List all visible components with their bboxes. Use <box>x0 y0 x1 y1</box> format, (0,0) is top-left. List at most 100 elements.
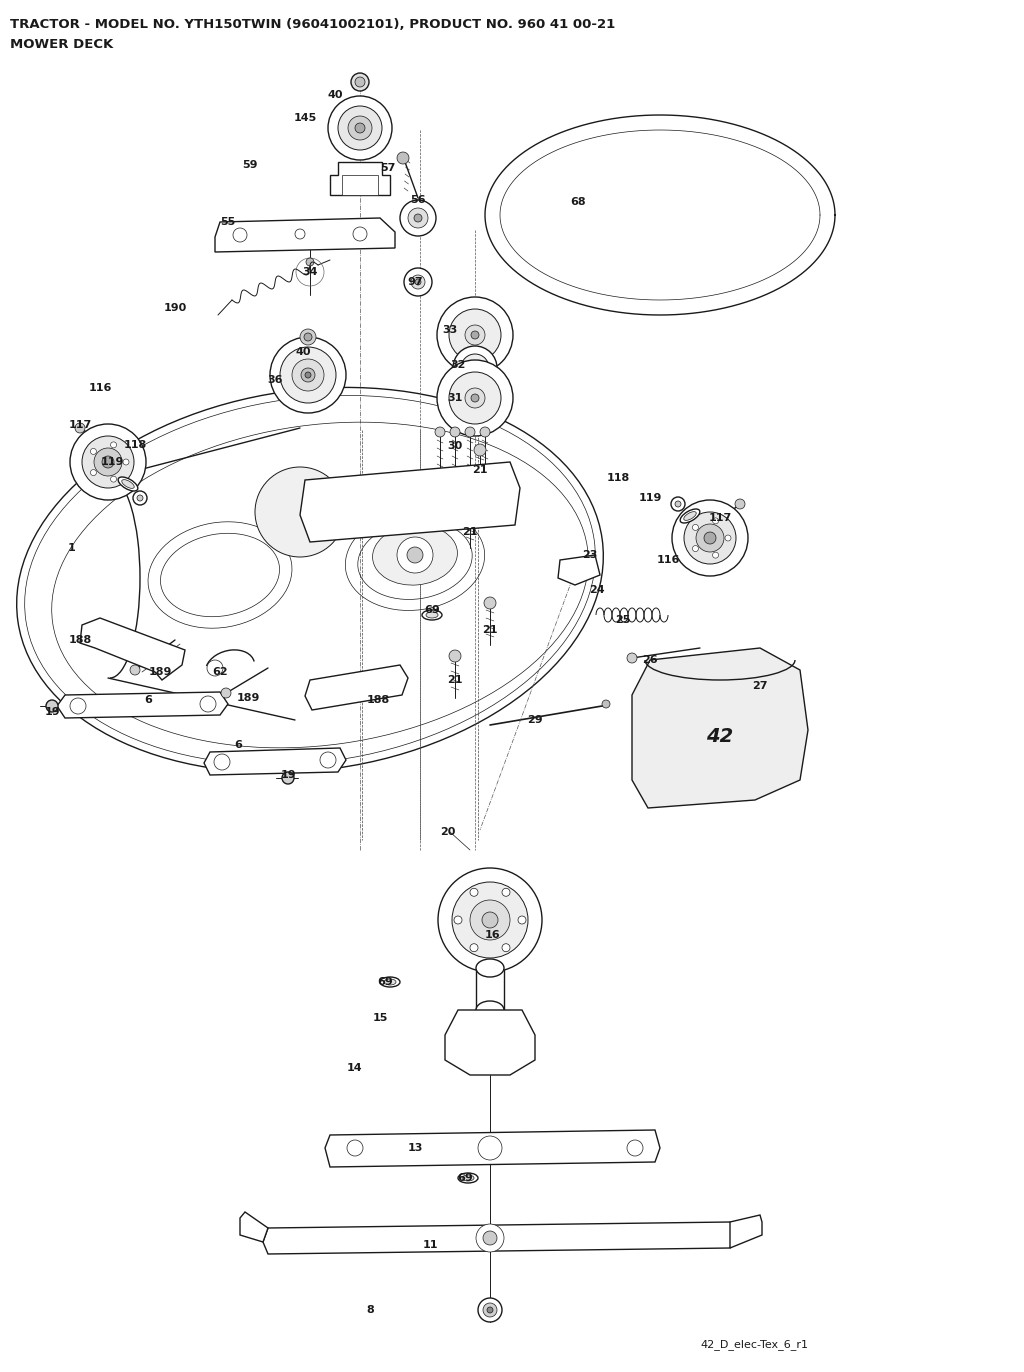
Circle shape <box>355 123 365 133</box>
Text: 6: 6 <box>144 696 152 705</box>
Text: 34: 34 <box>302 268 317 277</box>
Circle shape <box>70 698 86 713</box>
Text: 32: 32 <box>451 359 466 370</box>
Circle shape <box>102 456 114 468</box>
Circle shape <box>400 200 436 236</box>
Text: 57: 57 <box>380 163 395 173</box>
Circle shape <box>304 333 312 342</box>
Text: 31: 31 <box>447 392 463 403</box>
Text: 62: 62 <box>212 667 227 676</box>
Polygon shape <box>305 665 408 709</box>
Text: 1: 1 <box>69 543 76 553</box>
Text: 68: 68 <box>570 198 586 207</box>
Ellipse shape <box>458 1173 478 1183</box>
Ellipse shape <box>476 959 504 977</box>
Circle shape <box>397 152 409 165</box>
Circle shape <box>221 687 231 698</box>
Text: 11: 11 <box>422 1240 437 1250</box>
Circle shape <box>483 1231 497 1244</box>
Text: 59: 59 <box>243 161 258 170</box>
Circle shape <box>471 331 479 339</box>
Text: 23: 23 <box>583 550 598 560</box>
Circle shape <box>300 329 316 344</box>
Circle shape <box>286 498 314 525</box>
Text: 116: 116 <box>88 383 112 392</box>
Circle shape <box>437 296 513 373</box>
Circle shape <box>705 532 716 545</box>
Text: 14: 14 <box>347 1063 362 1073</box>
Text: 15: 15 <box>373 1013 388 1024</box>
Circle shape <box>483 1303 497 1317</box>
Circle shape <box>735 499 745 509</box>
Ellipse shape <box>118 477 138 491</box>
Circle shape <box>487 1308 493 1313</box>
Circle shape <box>449 372 501 424</box>
Circle shape <box>480 427 490 438</box>
Circle shape <box>397 536 433 573</box>
Text: 97: 97 <box>408 277 423 287</box>
Circle shape <box>474 445 486 456</box>
Circle shape <box>75 423 85 434</box>
Circle shape <box>407 547 423 563</box>
Text: 118: 118 <box>123 440 146 450</box>
Circle shape <box>355 77 365 86</box>
Ellipse shape <box>422 611 442 620</box>
Circle shape <box>470 944 478 952</box>
Text: 119: 119 <box>100 457 124 466</box>
Ellipse shape <box>476 1002 504 1019</box>
Circle shape <box>214 755 230 770</box>
Text: 36: 36 <box>267 375 283 386</box>
Circle shape <box>482 912 498 927</box>
Text: 21: 21 <box>447 675 463 685</box>
Circle shape <box>450 427 460 438</box>
Text: 6: 6 <box>234 740 242 750</box>
Text: TRACTOR - MODEL NO. YTH150TWIN (96041002101), PRODUCT NO. 960 41 00-21: TRACTOR - MODEL NO. YTH150TWIN (96041002… <box>10 18 615 32</box>
Polygon shape <box>263 1222 735 1254</box>
Circle shape <box>435 427 445 438</box>
Circle shape <box>280 347 336 403</box>
Circle shape <box>478 1136 502 1159</box>
Circle shape <box>692 524 698 531</box>
Circle shape <box>137 495 143 501</box>
Text: 55: 55 <box>220 217 236 226</box>
Circle shape <box>328 96 392 161</box>
Circle shape <box>82 436 134 488</box>
Circle shape <box>233 228 247 241</box>
Text: 16: 16 <box>484 930 500 940</box>
Circle shape <box>348 117 372 140</box>
Text: 8: 8 <box>367 1305 374 1314</box>
Circle shape <box>200 696 216 712</box>
Circle shape <box>470 888 478 896</box>
Circle shape <box>408 209 428 228</box>
Text: 19: 19 <box>281 770 296 781</box>
Circle shape <box>46 700 58 712</box>
Text: 189: 189 <box>148 667 172 676</box>
Circle shape <box>449 309 501 361</box>
Ellipse shape <box>684 512 696 520</box>
Circle shape <box>602 700 610 708</box>
Circle shape <box>518 916 526 923</box>
Circle shape <box>111 442 117 447</box>
Circle shape <box>470 364 480 373</box>
Circle shape <box>725 535 731 541</box>
Text: 117: 117 <box>69 420 91 429</box>
Polygon shape <box>730 1216 762 1249</box>
Circle shape <box>404 268 432 296</box>
Circle shape <box>438 868 542 971</box>
Text: 69: 69 <box>424 605 440 615</box>
Polygon shape <box>300 462 520 542</box>
Circle shape <box>133 491 147 505</box>
Text: 26: 26 <box>642 654 657 665</box>
Bar <box>342 176 378 195</box>
Polygon shape <box>215 218 395 252</box>
Text: 69: 69 <box>377 977 393 986</box>
Circle shape <box>295 229 305 239</box>
Polygon shape <box>325 1131 660 1168</box>
Circle shape <box>319 752 336 768</box>
Text: 56: 56 <box>411 195 426 204</box>
Circle shape <box>255 466 345 557</box>
Circle shape <box>270 338 346 413</box>
Text: 118: 118 <box>606 473 630 483</box>
Circle shape <box>353 226 367 241</box>
Circle shape <box>476 1224 504 1253</box>
